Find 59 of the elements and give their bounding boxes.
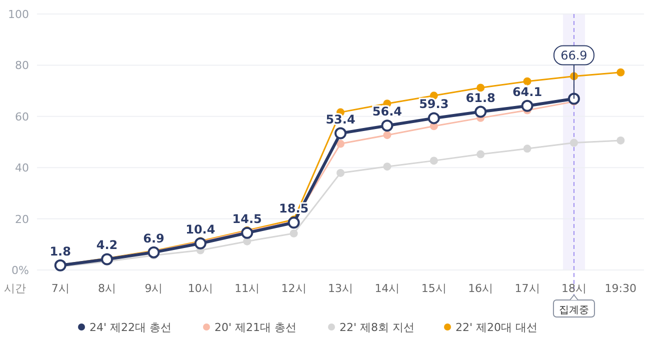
point xyxy=(334,127,346,140)
x-tick-label: 14시 xyxy=(374,282,400,295)
data-label: 10.4 xyxy=(186,222,216,236)
legend-label: 24' 제22대 총선 xyxy=(90,321,172,334)
legend-label: 20' 제21대 총선 xyxy=(214,321,297,334)
y-tick-label: 80 xyxy=(15,59,29,72)
point xyxy=(474,106,487,118)
point xyxy=(290,229,298,238)
point xyxy=(336,140,344,148)
x-tick-label: 12시 xyxy=(281,282,306,295)
point xyxy=(523,77,532,86)
point xyxy=(101,253,114,266)
data-label: 4.2 xyxy=(96,238,118,252)
point xyxy=(523,144,532,153)
data-label: 6.9 xyxy=(143,231,164,246)
x-tick-label: 11시 xyxy=(234,282,260,295)
y-tick-label: 100 xyxy=(8,8,29,21)
point xyxy=(194,237,206,250)
x-tick-label: 18시 xyxy=(561,282,586,295)
point xyxy=(521,100,534,112)
y-tick-label: 40 xyxy=(15,162,29,175)
x-tick-label: 8시 xyxy=(98,282,116,295)
data-label: 1.8 xyxy=(50,244,71,258)
data-label: 56.4 xyxy=(372,104,402,119)
data-label: 14.5 xyxy=(232,212,262,226)
legend-label: 22' 제8회 지선 xyxy=(340,321,415,334)
y-tick-label: 0% xyxy=(12,264,29,277)
point xyxy=(336,168,344,177)
x-tick-label: 7시 xyxy=(51,282,70,295)
ref-line-label: 집계중 xyxy=(558,305,589,316)
x-axis-title: 시간 xyxy=(4,282,26,295)
legend-label: 22' 제20대 대선 xyxy=(456,321,538,334)
point xyxy=(241,226,254,239)
point xyxy=(616,136,625,144)
y-tick-label: 20 xyxy=(15,212,29,226)
point xyxy=(428,112,440,124)
point xyxy=(568,92,580,105)
y-tick-label: 60 xyxy=(15,110,29,124)
point xyxy=(148,246,160,258)
point xyxy=(476,150,485,158)
data-label: 59.3 xyxy=(419,97,449,112)
point xyxy=(383,162,392,171)
point xyxy=(288,216,300,229)
x-tick-label: 16시 xyxy=(468,282,494,295)
x-tick-label: 13시 xyxy=(328,282,353,295)
data-label: 66.9 xyxy=(560,48,588,63)
point xyxy=(381,120,394,132)
x-tick-label: 15시 xyxy=(421,282,446,295)
x-tick-label: 9시 xyxy=(144,282,163,295)
point xyxy=(616,68,625,76)
x-tick-label: 17시 xyxy=(514,282,540,295)
point xyxy=(430,156,438,165)
x-tick-label: 10시 xyxy=(188,282,213,295)
point xyxy=(383,131,392,140)
point xyxy=(476,84,485,92)
data-label: 61.8 xyxy=(466,90,496,105)
data-label: 64.1 xyxy=(512,84,542,99)
x-tick-label: 19:30 xyxy=(604,282,637,295)
point xyxy=(570,138,578,147)
